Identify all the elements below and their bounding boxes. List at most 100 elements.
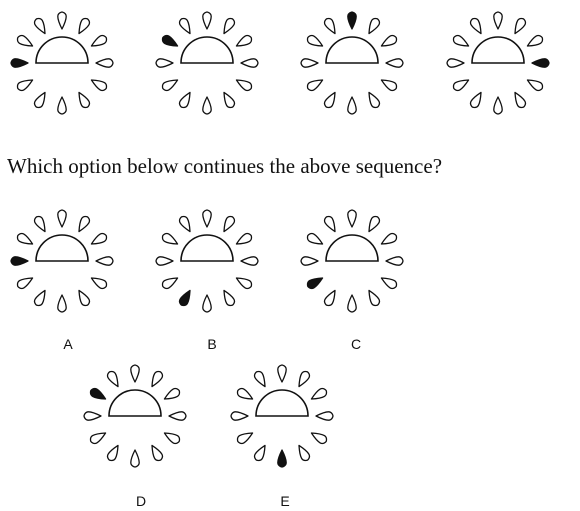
petal	[95, 256, 114, 266]
petal	[95, 58, 114, 68]
petal	[202, 294, 212, 313]
petal	[323, 17, 336, 35]
petal	[236, 432, 254, 445]
petal-filled	[161, 34, 179, 47]
option-sun-c[interactable]	[297, 204, 407, 330]
petal	[78, 17, 91, 35]
petal	[151, 370, 164, 388]
petal	[90, 277, 108, 290]
petal	[33, 17, 46, 35]
petal	[253, 370, 266, 388]
petal	[16, 277, 34, 290]
sun-dome	[471, 36, 525, 64]
petal	[78, 215, 91, 233]
petal	[469, 17, 482, 35]
option-sun-a[interactable]	[7, 204, 117, 330]
petal	[168, 411, 187, 421]
petal	[253, 444, 266, 462]
petal	[235, 79, 253, 92]
petal	[310, 432, 328, 445]
option-sun-e[interactable]	[227, 359, 337, 485]
petal	[161, 232, 179, 245]
petal	[306, 232, 324, 245]
petal	[106, 444, 119, 462]
sequence-sun-4	[446, 11, 550, 115]
petal	[235, 232, 253, 245]
petal	[130, 449, 140, 468]
petal	[202, 11, 212, 30]
petal	[240, 256, 259, 266]
option-label-e[interactable]: E	[280, 493, 290, 509]
petal	[300, 58, 319, 68]
petal-filled	[10, 58, 29, 68]
petal	[380, 277, 398, 290]
sun-dome	[35, 234, 89, 262]
petal	[526, 79, 544, 92]
petal	[306, 79, 324, 92]
petal	[78, 91, 91, 109]
petal	[223, 91, 236, 109]
sun-dome	[180, 36, 234, 64]
petal	[163, 432, 181, 445]
petal	[368, 17, 381, 35]
sequence-sun-3	[300, 11, 404, 115]
option-label-d[interactable]: D	[135, 493, 147, 509]
petal	[300, 256, 319, 266]
petal	[90, 232, 108, 245]
petal	[16, 232, 34, 245]
petal	[493, 96, 503, 115]
sun-dome	[180, 234, 234, 262]
petal	[236, 387, 254, 400]
option-label-a[interactable]: A	[63, 336, 73, 352]
petal	[347, 96, 357, 115]
petal	[202, 96, 212, 115]
petal	[90, 79, 108, 92]
petal-filled	[277, 449, 287, 468]
option-label-b[interactable]: B	[207, 336, 217, 352]
petal	[514, 17, 527, 35]
sun-dome	[35, 36, 89, 64]
petal-filled	[306, 277, 324, 290]
petal	[161, 79, 179, 92]
petal	[323, 215, 336, 233]
petal	[368, 289, 381, 307]
petal	[57, 209, 67, 228]
petal	[323, 91, 336, 109]
petal	[163, 387, 181, 400]
sequence-sun-1	[10, 11, 114, 115]
sun-dome	[255, 389, 309, 417]
sequence-sun-2	[155, 11, 259, 115]
petal	[33, 215, 46, 233]
petal	[223, 17, 236, 35]
sun-dome	[108, 389, 162, 417]
option-sun-b[interactable]	[152, 204, 262, 330]
petal	[178, 91, 191, 109]
petal	[155, 58, 174, 68]
option-sun-d[interactable]	[80, 359, 190, 485]
petal	[83, 411, 102, 421]
petal	[380, 232, 398, 245]
option-label-c[interactable]: C	[350, 336, 362, 352]
petal	[33, 289, 46, 307]
petal	[178, 17, 191, 35]
petal	[57, 11, 67, 30]
petal	[57, 96, 67, 115]
petal	[310, 387, 328, 400]
petal	[452, 34, 470, 47]
petal	[33, 91, 46, 109]
petal	[514, 91, 527, 109]
petal	[469, 91, 482, 109]
petal	[298, 444, 311, 462]
petal	[277, 364, 287, 383]
petal	[89, 432, 107, 445]
petal	[161, 277, 179, 290]
petal	[57, 294, 67, 313]
sun-dome	[325, 36, 379, 64]
petal	[223, 289, 236, 307]
petal	[151, 444, 164, 462]
petal	[315, 411, 334, 421]
petal	[130, 364, 140, 383]
petal	[106, 370, 119, 388]
petal	[347, 294, 357, 313]
